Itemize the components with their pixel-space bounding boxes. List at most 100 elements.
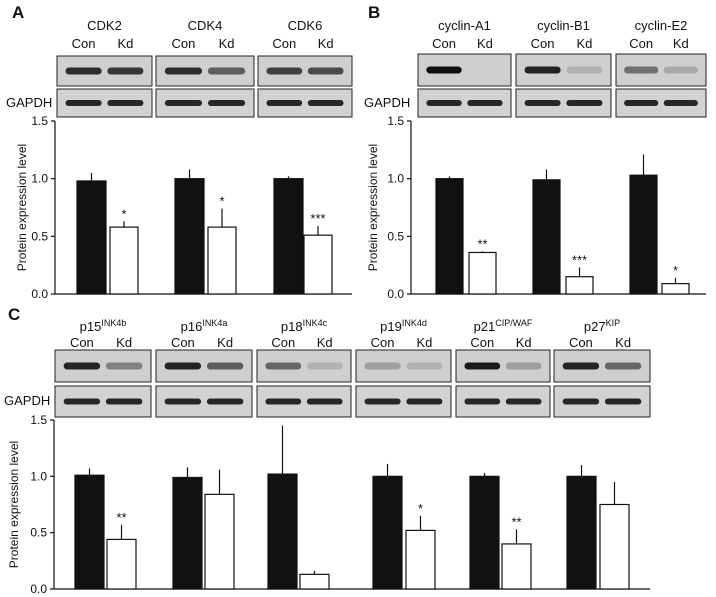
protein-name: p27: [584, 319, 606, 334]
blot-band: [65, 67, 102, 75]
bar-con: [172, 476, 203, 590]
gapdh-band: [207, 100, 246, 106]
protein-name: p21: [474, 319, 496, 334]
bar-con: [273, 178, 304, 295]
gapdh-band: [107, 100, 144, 106]
gapdh-band: [306, 398, 343, 405]
protein-superscript: CIP/WAF: [495, 318, 533, 328]
significance-marker: ***: [310, 211, 325, 226]
y-axis-label: Protein expression level: [366, 144, 380, 271]
protein-label: p15INK4b: [80, 318, 127, 334]
bar-con: [74, 474, 105, 590]
bar-con: [532, 179, 561, 295]
protein-superscript: INK4c: [303, 318, 328, 328]
protein-label: p18INK4c: [281, 318, 328, 334]
blot-band: [562, 362, 600, 370]
protein-label: p19INK4d: [380, 318, 427, 334]
gapdh-label: GAPDH: [364, 95, 410, 110]
lane-label-kd: Kd: [416, 335, 432, 350]
significance-marker: *: [418, 501, 423, 516]
gapdh-band: [105, 398, 143, 405]
bar-con: [76, 180, 107, 295]
significance-marker: *: [121, 206, 126, 221]
protein-superscript: KIP: [606, 318, 621, 328]
bar-con: [566, 475, 597, 590]
bar-kd: [501, 543, 532, 590]
blot-band: [524, 66, 561, 74]
gapdh-band: [663, 100, 698, 106]
protein-label: cyclin-A1: [438, 18, 491, 33]
gapdh-label: GAPDH: [4, 393, 50, 408]
lane-label-kd: Kd: [117, 36, 133, 51]
panel-letter: C: [8, 305, 20, 324]
lane-label-con: Con: [72, 36, 96, 51]
gapdh-band: [562, 398, 600, 405]
panel-a: A CDK2 Con Kd CDK4 Con Kd CDK6 Con Kd GAPDH 0.0 0.5 1…: [6, 3, 353, 301]
blot-band: [604, 362, 642, 370]
blot-band: [105, 362, 143, 370]
gapdh-band: [426, 100, 462, 106]
gapdh-band: [467, 100, 503, 106]
lane-label-kd: Kd: [116, 335, 132, 350]
bar-con: [469, 475, 500, 590]
protein-label: p21CIP/WAF: [474, 318, 533, 334]
lane-label-con: Con: [629, 36, 653, 51]
blot-band: [426, 66, 462, 74]
y-tick-label: 0.5: [387, 229, 404, 243]
blot-band: [505, 362, 542, 370]
protein-name: cyclin-A1: [438, 18, 491, 33]
y-tick-label: 1.5: [31, 114, 48, 128]
gapdh-band: [566, 100, 603, 106]
lane-label-kd: Kd: [318, 36, 334, 51]
blot-band: [266, 67, 303, 75]
bar-con: [629, 174, 658, 295]
lane-label-con: Con: [470, 335, 494, 350]
gapdh-band: [63, 398, 101, 405]
bar-kd: [204, 493, 235, 590]
bar-con: [267, 473, 298, 590]
y-tick-label: 1.0: [30, 469, 47, 483]
western-blot-image: [355, 349, 452, 383]
protein-label: CDK4: [188, 18, 223, 33]
blot-band: [164, 67, 203, 75]
protein-name: p15: [80, 319, 102, 334]
protein-name: CDK2: [87, 18, 122, 33]
y-tick-label: 0.0: [387, 287, 404, 301]
bar-kd: [468, 251, 497, 295]
blot-band: [206, 362, 244, 370]
blot-band: [566, 66, 603, 74]
bar-kd: [661, 283, 690, 295]
lane-label-con: Con: [271, 335, 295, 350]
lane-label-con: Con: [569, 335, 593, 350]
panel-letter: A: [12, 3, 24, 22]
bar-kd: [565, 276, 594, 295]
blot-band: [307, 67, 344, 75]
gapdh-band: [624, 100, 659, 106]
protein-name: p19: [380, 319, 402, 334]
gapdh-band: [364, 398, 401, 405]
y-tick-label: 1.5: [30, 413, 47, 427]
protein-name: p18: [281, 319, 303, 334]
lane-label-con: Con: [70, 335, 94, 350]
lane-label-kd: Kd: [477, 36, 493, 51]
bar-kd: [109, 226, 139, 295]
y-tick-label: 0.0: [31, 287, 48, 301]
bar-kd: [106, 538, 137, 590]
lane-label-kd: Kd: [673, 36, 689, 51]
lane-label-kd: Kd: [576, 36, 592, 51]
gapdh-band: [604, 398, 642, 405]
blot-band: [63, 362, 101, 370]
lane-label-con: Con: [171, 335, 195, 350]
blot-band: [364, 362, 401, 370]
significance-marker: *: [219, 194, 224, 209]
protein-name: CDK6: [288, 18, 323, 33]
protein-name: cyclin-E2: [635, 18, 688, 33]
gapdh-band: [505, 398, 542, 405]
significance-marker: **: [477, 236, 487, 251]
bar-kd: [207, 226, 237, 295]
panel-letter: B: [368, 3, 380, 22]
y-tick-label: 0.5: [30, 526, 47, 540]
y-tick-label: 0.0: [30, 582, 47, 596]
significance-marker: **: [511, 514, 521, 529]
